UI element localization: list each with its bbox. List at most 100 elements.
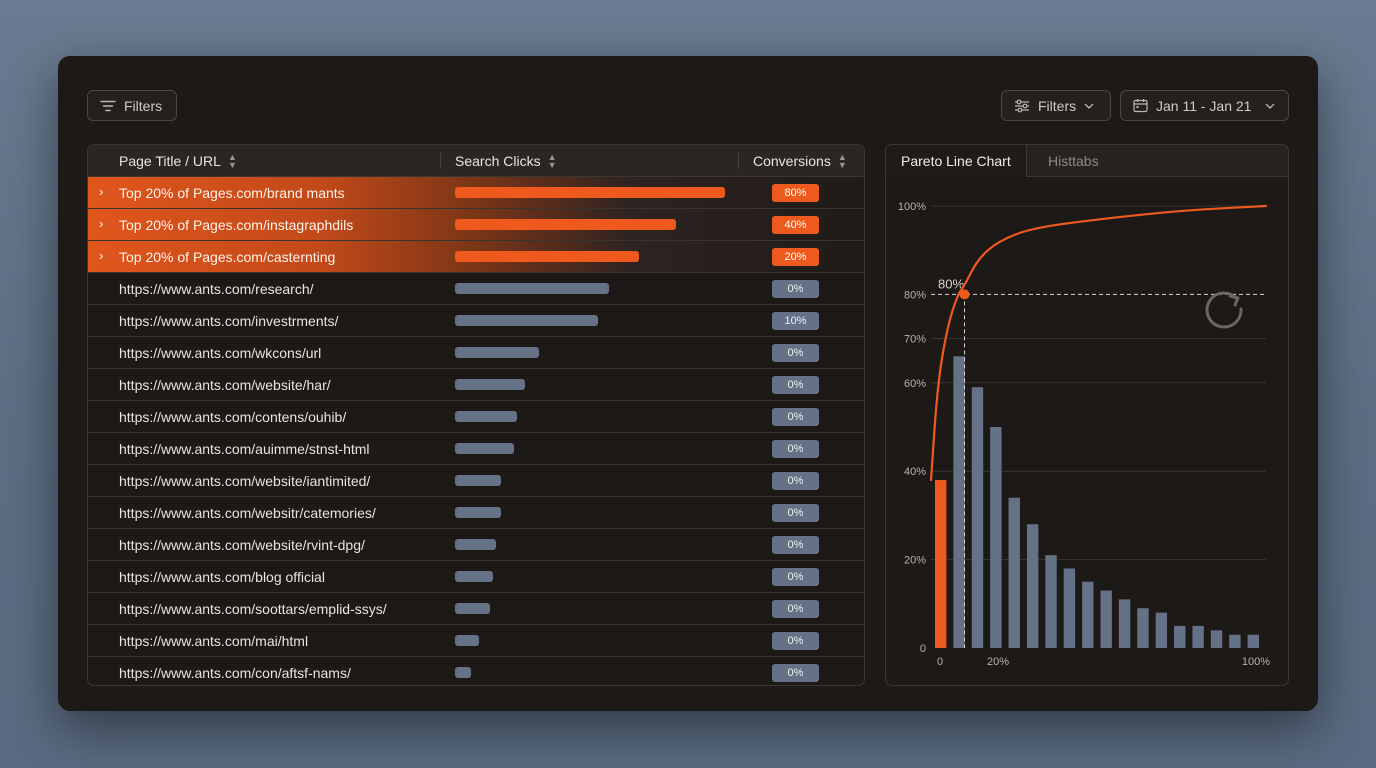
- chevron-down-icon: [1084, 103, 1094, 109]
- chevron-down-icon: [1265, 103, 1275, 109]
- search-clicks-bar: [455, 571, 493, 582]
- filters-button-right-label: Filters: [1038, 97, 1077, 114]
- search-clicks-bar: [455, 475, 501, 486]
- conversion-badge: 0%: [772, 280, 819, 298]
- conversion-badge: 0%: [772, 664, 819, 682]
- histogram-bar: [1118, 599, 1131, 648]
- conversion-badge: 0%: [772, 376, 819, 394]
- table-row[interactable]: https://www.ants.com/website/rvint-dpg/0…: [88, 529, 864, 561]
- y-tick-label: 20%: [904, 555, 926, 567]
- column-header-conversions[interactable]: Conversions ▲ ▼: [753, 145, 847, 177]
- y-tick-label: 80%: [904, 289, 926, 301]
- filters-button-right[interactable]: Filters: [1001, 90, 1111, 121]
- search-clicks-bar: [455, 635, 479, 646]
- table-row[interactable]: https://www.ants.com/investrments/10%: [88, 305, 864, 337]
- table-header: Page Title / URL ▲ ▼ Search Clicks ▲ ▼ Con…: [88, 145, 864, 177]
- y-tick-label: 40%: [904, 466, 926, 478]
- column-header-search-clicks[interactable]: Search Clicks ▲ ▼: [455, 145, 557, 177]
- conversion-badge: 0%: [772, 344, 819, 362]
- date-range-dropdown[interactable]: Jan 11 - Jan 21: [1120, 90, 1289, 121]
- search-clicks-bar: [455, 347, 539, 358]
- table-row[interactable]: https://www.ants.com/wkcons/url 0%: [88, 337, 864, 369]
- histogram-bar: [935, 480, 947, 648]
- table-row[interactable]: https://www.ants.com/mai/html 0%: [88, 625, 864, 657]
- page-url[interactable]: https://www.ants.com/investrments/: [119, 313, 339, 329]
- page-url[interactable]: https://www.ants.com/contens/ouhib/: [119, 409, 347, 425]
- search-clicks-bar: [455, 251, 639, 262]
- histogram-bar: [1247, 634, 1260, 648]
- table-row[interactable]: https://www.ants.com/con/aftsf-nams/0%: [88, 657, 864, 685]
- filters-button-left[interactable]: Filters: [87, 90, 177, 121]
- table-row[interactable]: https://www.ants.com/soottars/emplid-ssy…: [88, 593, 864, 625]
- filters-button-left-label: Filters: [124, 97, 163, 114]
- histogram-bar: [953, 356, 965, 648]
- histogram-bar: [1082, 581, 1094, 648]
- table-row[interactable]: https://www.ants.com/auimme/stnst-html 0%: [88, 433, 864, 465]
- page-url[interactable]: Top 20% of Pages.com/brand mants: [119, 185, 345, 201]
- conversion-badge: 40%: [772, 216, 819, 234]
- histogram-bar: [1063, 568, 1076, 648]
- conversion-badge: 0%: [772, 408, 819, 426]
- page-url[interactable]: Top 20% of Pages.com/casternting: [119, 249, 336, 265]
- tab-histtabs[interactable]: Histtabs: [1048, 153, 1099, 169]
- table-row[interactable]: https://www.ants.com/website/har/0%: [88, 369, 864, 401]
- histogram-bar: [990, 427, 1002, 648]
- y-tick-label: 60%: [904, 378, 926, 390]
- table-row[interactable]: https://www.ants.com/website/iantimited/…: [88, 465, 864, 497]
- conversion-badge: 0%: [772, 632, 819, 650]
- page-url[interactable]: https://www.ants.com/website/har/: [119, 377, 331, 393]
- page-url[interactable]: Top 20% of Pages.com/instagraphdils: [119, 217, 354, 233]
- histogram-bar: [1100, 590, 1112, 648]
- page-url[interactable]: https://www.ants.com/websitr/catemories/: [119, 505, 376, 521]
- table-row[interactable]: › Top 20% of Pages.com/casternting 20%: [88, 241, 864, 273]
- refresh-icon[interactable]: [1205, 291, 1243, 329]
- table-row[interactable]: › Top 20% of Pages.com/instagraphdils 40%: [88, 209, 864, 241]
- histogram-bar: [971, 387, 984, 648]
- search-clicks-bar: [455, 187, 725, 198]
- table-row[interactable]: https://www.ants.com/research/0%: [88, 273, 864, 305]
- column-header-label: Page Title / URL: [119, 153, 221, 169]
- chart-card: Pareto Line Chart Histtabs 0 20% 40% 60% 70%…: [885, 144, 1289, 686]
- sliders-icon: [1014, 99, 1030, 113]
- search-clicks-bar: [455, 443, 514, 454]
- sort-icon: ▲ ▼: [547, 152, 557, 170]
- table-row[interactable]: › Top 20% of Pages.com/brand mants 80%: [88, 177, 864, 209]
- chevron-right-icon[interactable]: ›: [99, 216, 104, 231]
- sort-icon: ▲ ▼: [837, 152, 847, 170]
- table-row[interactable]: https://www.ants.com/blog official 0%: [88, 561, 864, 593]
- search-clicks-bar: [455, 379, 525, 390]
- histogram-bar: [1008, 497, 1020, 648]
- page-url[interactable]: https://www.ants.com/website/iantimited/: [119, 473, 371, 489]
- conversion-badge: 20%: [772, 248, 819, 266]
- search-clicks-bar: [455, 315, 598, 326]
- conversion-badge: 80%: [772, 184, 819, 202]
- y-tick-label: 0: [920, 643, 926, 655]
- page-url[interactable]: https://www.ants.com/wkcons/url: [119, 345, 322, 361]
- histogram-bar: [1155, 612, 1168, 648]
- table-row[interactable]: https://www.ants.com/contens/ouhib/0%: [88, 401, 864, 433]
- table-row[interactable]: https://www.ants.com/websitr/catemories/…: [88, 497, 864, 529]
- page-url[interactable]: https://www.ants.com/mai/html: [119, 633, 309, 649]
- histogram-bar: [1192, 625, 1204, 648]
- page-url[interactable]: https://www.ants.com/blog official: [119, 569, 325, 585]
- sort-icon: ▲ ▼: [227, 152, 237, 170]
- page-url[interactable]: https://www.ants.com/website/rvint-dpg/: [119, 537, 365, 553]
- page-url[interactable]: https://www.ants.com/research/: [119, 281, 314, 297]
- x-tick-label: 0: [937, 656, 943, 668]
- column-header-page-title[interactable]: Page Title / URL ▲ ▼: [119, 145, 237, 177]
- date-range-label: Jan 11 - Jan 21: [1156, 97, 1252, 114]
- pareto-chart: 0 20% 40% 60% 70% 80% 100% 80% 0 20% 100%: [898, 201, 1270, 668]
- y-tick-label: 70%: [904, 334, 926, 346]
- conversion-badge: 0%: [772, 472, 819, 490]
- conversion-badge: 0%: [772, 600, 819, 618]
- page-url[interactable]: https://www.ants.com/auimme/stnst-html: [119, 441, 370, 457]
- page-url[interactable]: https://www.ants.com/con/aftsf-nams/: [119, 665, 351, 681]
- y-tick-label: 100%: [898, 201, 926, 213]
- chevron-right-icon[interactable]: ›: [99, 248, 104, 263]
- chart-tabs: Pareto Line Chart Histtabs: [886, 145, 1288, 177]
- page-url[interactable]: https://www.ants.com/soottars/emplid-ssy…: [119, 601, 387, 617]
- chevron-right-icon[interactable]: ›: [99, 184, 104, 199]
- tab-pareto-line-chart[interactable]: Pareto Line Chart: [886, 145, 1027, 177]
- dashboard-panel: Filters Filters Jan 11 - Jan 21 Page Tit…: [58, 56, 1318, 711]
- column-header-label: Conversions: [753, 153, 831, 169]
